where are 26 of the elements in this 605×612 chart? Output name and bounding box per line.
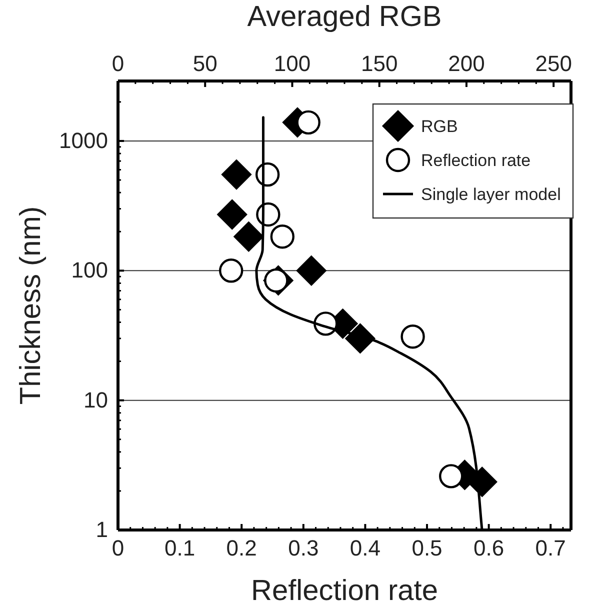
x2-tick-label: 200 [448,51,485,76]
x-tick-label: 0.6 [474,536,504,561]
x-tick-label: 0.4 [350,536,380,561]
x2-tick-label: 0 [112,51,124,76]
x-tick-label: 0.5 [412,536,442,561]
x2-tick-label: 250 [535,51,572,76]
point [219,258,244,283]
point [296,110,320,134]
x2-tick-label: 150 [360,51,398,76]
y-tick-label: 10 [84,387,108,412]
y-tick-label: 1 [96,517,108,542]
x2-axis-title: Averaged RGB [247,1,442,33]
x-tick-label: 0.1 [164,536,196,561]
x2-tick-label: 100 [274,51,311,76]
x-tick-label: 0 [112,536,124,561]
legend-label: RGB [421,117,458,136]
y-tick-label: 1000 [59,128,108,154]
legend-label: Single layer model [421,185,561,204]
y-tick-label: 100 [71,258,108,283]
x2-tick-label: 50 [192,51,218,76]
x-tick-label: 0.7 [535,536,566,561]
y-axis-title: Thickness (nm) [15,206,47,405]
x-tick-label: 0.3 [288,536,319,561]
x-axis-title: Reflection rate [251,575,438,607]
legend-label: Reflection rate [421,151,531,170]
x-tick-label: 0.2 [226,536,257,561]
